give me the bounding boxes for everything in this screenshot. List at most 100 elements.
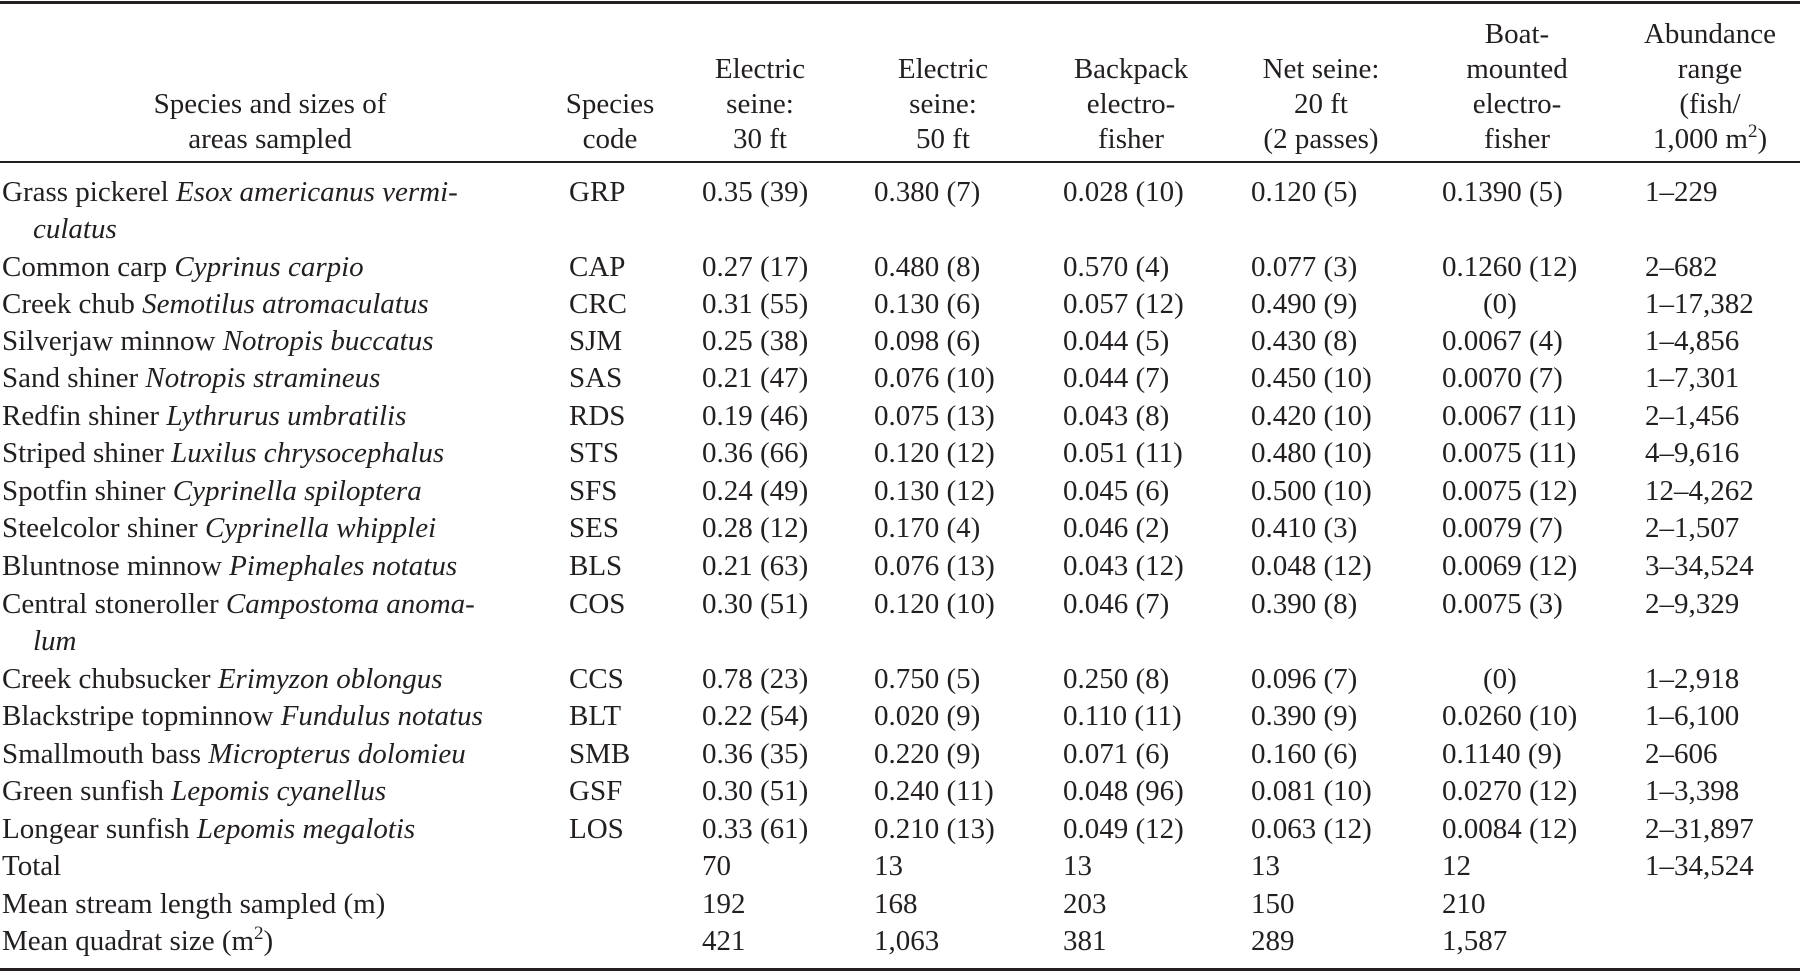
cell-electric-seine-30: 192	[702, 888, 746, 920]
cell-abundance-range: 2–9,329	[1645, 588, 1740, 620]
species-name: Longear sunfish Lepomis megalotis	[2, 813, 416, 845]
cell-electric-seine-50: 0.020 (9)	[874, 700, 981, 732]
cell-abundance-range: 2–606	[1645, 738, 1718, 770]
cell-abundance-range: 2–31,897	[1645, 813, 1754, 845]
cell-backpack: 0.051 (11)	[1063, 437, 1183, 469]
cell-electric-seine-30: 0.36 (35)	[702, 738, 809, 770]
cell-abundance-range: 2–682	[1645, 251, 1718, 283]
table-row: Creek chubsucker Erimyzon oblongus CCS 0…	[0, 661, 1800, 698]
cell-backpack: 0.071 (6)	[1063, 738, 1170, 770]
total-label: Total	[2, 850, 62, 882]
species-name: Steelcolor shiner Cyprinella whipplei	[2, 512, 437, 544]
species-name: Striped shiner Luxilus chrysocephalus	[2, 437, 445, 469]
cell-net-seine: 0.120 (5)	[1251, 176, 1358, 208]
cell-backpack: 0.045 (6)	[1063, 475, 1170, 507]
header-species: Species and sizes of areas sampled	[153, 88, 387, 155]
header-net-seine: Net seine: 20 ft (2 passes)	[1262, 53, 1380, 155]
table-row: Steelcolor shiner Cyprinella whipplei SE…	[0, 510, 1800, 547]
header-electric-seine-30: Electric seine: 30 ft	[714, 53, 806, 155]
table-row: Sand shiner Notropis stramineus SAS 0.21…	[0, 360, 1800, 397]
species-code: SMB	[569, 738, 631, 770]
cell-boat: 1,587	[1442, 925, 1508, 957]
cell-net-seine: 0.410 (3)	[1251, 512, 1358, 544]
header-electric-seine-50: Electric seine: 50 ft	[897, 53, 989, 155]
cell-abundance-range: 2–1,507	[1645, 512, 1740, 544]
header-boat-electrofisher: Boat- mounted electro- fisher	[1466, 18, 1568, 155]
cell-backpack: 0.049 (12)	[1063, 813, 1184, 845]
species-name: Creek chubsucker Erimyzon oblongus	[2, 663, 443, 695]
cell-net-seine: 0.420 (10)	[1251, 400, 1372, 432]
species-code: GRP	[569, 176, 626, 208]
cell-boat: 0.0075 (3)	[1442, 588, 1563, 620]
table-row: Bluntnose minnow Pimephales notatus BLS …	[0, 548, 1800, 585]
species-code: BLS	[569, 550, 623, 582]
cell-backpack: 0.043 (8)	[1063, 400, 1170, 432]
cell-boat: 0.0084 (12)	[1442, 813, 1578, 845]
cell-backpack: 203	[1063, 888, 1107, 920]
cell-net-seine: 0.390 (8)	[1251, 588, 1358, 620]
cell-backpack: 0.048 (96)	[1063, 775, 1184, 807]
table-row: Central stoneroller Campostoma anoma- lu…	[0, 586, 1800, 657]
cell-boat: 0.1390 (5)	[1442, 176, 1563, 208]
cell-electric-seine-50: 0.130 (6)	[874, 288, 981, 320]
cell-electric-seine-50: 0.380 (7)	[874, 176, 981, 208]
cell-boat: 0.1140 (9)	[1442, 738, 1562, 770]
cell-net-seine: 0.063 (12)	[1251, 813, 1372, 845]
cell-electric-seine-50: 0.170 (4)	[874, 512, 981, 544]
cell-electric-seine-50: 0.130 (12)	[874, 475, 995, 507]
cell-net-seine: 0.081 (10)	[1251, 775, 1372, 807]
species-code: CAP	[569, 251, 626, 283]
cell-electric-seine-50: 13	[874, 850, 903, 882]
cell-electric-seine-30: 0.21 (63)	[702, 550, 809, 582]
cell-boat: 0.0079 (7)	[1442, 512, 1563, 544]
table-row: Blackstripe topminnow Fundulus notatus B…	[0, 698, 1800, 735]
cell-electric-seine-30: 0.19 (46)	[702, 400, 809, 432]
cell-abundance-range: 1–34,524	[1645, 850, 1754, 882]
cell-boat: 12	[1442, 850, 1471, 882]
cell-electric-seine-30: 0.33 (61)	[702, 813, 809, 845]
species-name: Redfin shiner Lythrurus umbratilis	[2, 400, 407, 432]
species-code: SAS	[569, 362, 623, 394]
cell-net-seine: 150	[1251, 888, 1295, 920]
cell-electric-seine-30: 0.22 (54)	[702, 700, 809, 732]
cell-electric-seine-50: 0.750 (5)	[874, 663, 981, 695]
cell-backpack: 0.044 (5)	[1063, 325, 1170, 357]
cell-electric-seine-50: 168	[874, 888, 918, 920]
cell-abundance-range: 1–7,301	[1645, 362, 1740, 394]
cell-net-seine: 0.430 (8)	[1251, 325, 1358, 357]
cell-electric-seine-30: 0.36 (66)	[702, 437, 809, 469]
cell-boat: 210	[1442, 888, 1486, 920]
species-code: CCS	[569, 663, 624, 695]
species-code: BLT	[569, 700, 622, 732]
cell-backpack: 0.046 (2)	[1063, 512, 1170, 544]
cell-abundance-range: 1–6,100	[1645, 700, 1740, 732]
cell-boat: (0)	[1483, 663, 1517, 695]
species-name: Smallmouth bass Micropterus dolomieu	[2, 738, 466, 770]
species-name: Sand shiner Notropis stramineus	[2, 362, 381, 394]
cell-backpack: 381	[1063, 925, 1107, 957]
cell-net-seine: 0.500 (10)	[1251, 475, 1372, 507]
species-name-continued: lum	[33, 625, 77, 657]
species-name: Central stoneroller Campostoma anoma-	[2, 588, 475, 620]
cell-backpack: 0.043 (12)	[1063, 550, 1184, 582]
species-name: Creek chub Semotilus atromaculatus	[2, 288, 429, 320]
cell-boat: 0.0260 (10)	[1442, 700, 1578, 732]
cell-backpack: 0.044 (7)	[1063, 362, 1170, 394]
header-species-code: Species code	[565, 88, 655, 155]
cell-electric-seine-30: 0.21 (47)	[702, 362, 809, 394]
cell-boat: 0.0075 (11)	[1442, 437, 1577, 469]
quadrat-size-label: Mean quadrat size (m2)	[2, 923, 274, 957]
cell-electric-seine-30: 421	[702, 925, 746, 957]
cell-net-seine: 0.077 (3)	[1251, 251, 1358, 283]
cell-net-seine: 0.480 (10)	[1251, 437, 1372, 469]
bottom-rule	[0, 968, 1800, 971]
cell-electric-seine-50: 0.220 (9)	[874, 738, 981, 770]
species-code: SES	[569, 512, 619, 544]
species-code: CRC	[569, 288, 628, 320]
quadrat-size-row: Mean quadrat size (m2) 421 1,063 381 289…	[0, 923, 1800, 960]
cell-backpack: 0.046 (7)	[1063, 588, 1170, 620]
species-name: Silverjaw minnow Notropis buccatus	[2, 325, 434, 357]
cell-net-seine: 0.096 (7)	[1251, 663, 1358, 695]
cell-abundance-range: 1–4,856	[1645, 325, 1740, 357]
cell-boat: 0.0067 (11)	[1442, 400, 1577, 432]
